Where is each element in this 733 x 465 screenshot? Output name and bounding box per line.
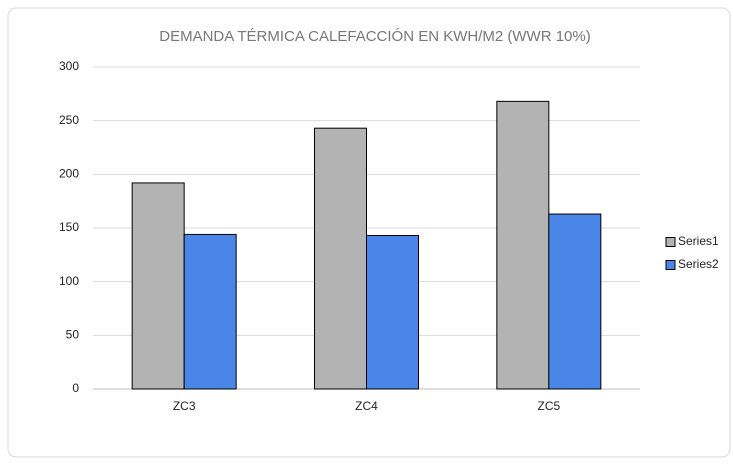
x-tick-label: ZC3 <box>173 399 196 413</box>
x-tick-label: ZC4 <box>355 399 378 413</box>
legend-label: Series2 <box>678 257 719 271</box>
legend-swatch <box>665 237 676 247</box>
y-tick-label: 0 <box>72 381 79 395</box>
y-tick-label: 100 <box>59 274 79 288</box>
bar <box>131 182 185 390</box>
bar <box>496 100 550 390</box>
y-tick-label: 200 <box>59 167 79 181</box>
y-tick-label: 150 <box>59 220 79 234</box>
chart-title: DEMANDA TÉRMICA CALEFACCIÓN EN KWH/M2 (W… <box>159 28 590 45</box>
bar <box>548 213 602 390</box>
y-tick-label: 250 <box>59 113 79 127</box>
bar <box>183 233 237 390</box>
x-tick-label: ZC5 <box>537 399 560 413</box>
legend-swatch <box>665 260 676 270</box>
chart-frame <box>7 7 731 458</box>
legend-label: Series1 <box>678 234 719 248</box>
bar <box>314 127 367 390</box>
y-tick-label: 50 <box>66 328 80 342</box>
y-tick-label: 300 <box>59 59 79 73</box>
bar <box>366 235 419 390</box>
